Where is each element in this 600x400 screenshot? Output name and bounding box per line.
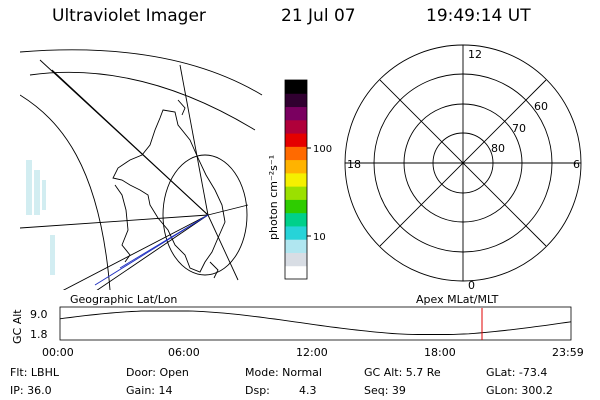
geo-lat-arc <box>20 94 111 290</box>
timeline-ylabel: GC Alt <box>11 309 24 344</box>
timeline-xtick: 06:00 <box>168 346 200 359</box>
timeline-xtick: 00:00 <box>42 346 74 359</box>
colorbar-stripe <box>285 239 307 253</box>
door-readout: Door: Open <box>126 366 189 379</box>
mlt-label-dusk: 18 <box>347 158 361 171</box>
colorbar-stripe <box>285 186 307 200</box>
geo-meridian <box>39 59 209 216</box>
geo-grid-arc-2 <box>29 71 256 131</box>
geo-lat-circle <box>162 154 248 276</box>
timeline-ytick: 1.8 <box>30 328 48 341</box>
uv-emission-pixels <box>26 160 55 275</box>
colorbar-stripe <box>285 172 307 187</box>
geo-grid-arc-outer <box>20 49 263 96</box>
timeline-ytick: 9.0 <box>30 308 48 321</box>
colorbar-stripe <box>285 133 307 147</box>
geo-meridian <box>20 214 209 229</box>
timeline-xtick: 18:00 <box>424 346 456 359</box>
observation-time: 19:49:14 UT <box>426 6 531 26</box>
colorbar-tick-label: 10 <box>313 232 326 243</box>
observation-date: 21 Jul 07 <box>281 6 356 26</box>
polar-meridian <box>379 79 547 247</box>
glon-readout: GLon: 300.2 <box>486 384 553 397</box>
coastline <box>112 109 226 273</box>
gain-readout: Gain: 14 <box>126 384 173 397</box>
dsp-label: Dsp: <box>245 384 270 397</box>
colorbar-unit-label: photon cm⁻²s⁻¹ <box>267 155 280 240</box>
instrument-title: Ultraviolet Imager <box>52 6 206 26</box>
ip-readout: IP: 36.0 <box>10 384 52 397</box>
seq-readout: Seq: 39 <box>364 384 406 397</box>
colorbar-stripe <box>285 225 307 240</box>
timeline-xtick: 12:00 <box>296 346 328 359</box>
geo-meridian <box>179 64 209 216</box>
colorbar-stripe <box>285 119 307 134</box>
colorbar-stripe <box>285 252 307 267</box>
colorbar-stripe <box>285 265 307 280</box>
mlt-label-noon: 12 <box>468 48 482 61</box>
coastline <box>114 184 131 263</box>
gc-alt-readout: GC Alt: 5.7 Re <box>364 366 441 379</box>
mlat-label-70: 70 <box>512 122 526 135</box>
colorbar-frame <box>284 79 308 280</box>
colorbar-stripe <box>285 199 307 214</box>
mlt-label-dawn: 6 <box>573 158 580 171</box>
glat-readout: GLat: -73.4 <box>486 366 548 379</box>
colorbar-tick-label: 100 <box>313 144 332 155</box>
coastline <box>209 261 219 279</box>
timeline-xtick: 23:59 <box>552 346 584 359</box>
colorbar-stripe <box>285 159 307 174</box>
dsp-value: 4.3 <box>299 384 317 397</box>
geo-meridian <box>207 214 239 281</box>
mlat-label-80: 80 <box>491 142 505 155</box>
altitude-curve <box>59 310 572 335</box>
mode-readout: Mode: Normal <box>245 366 322 379</box>
colorbar-stripe <box>285 93 307 108</box>
satellite-track <box>119 214 209 269</box>
coastline <box>177 99 186 116</box>
polar-map-label: Apex MLat/MLT <box>416 293 499 306</box>
colorbar-stripe <box>285 146 307 161</box>
geo-meridian <box>207 204 249 216</box>
timeline-frame <box>59 306 572 341</box>
mlat-label-60: 60 <box>534 100 548 113</box>
colorbar-stripe <box>285 106 307 121</box>
colorbar-stripe <box>285 80 307 94</box>
mlt-label-midnight: 0 <box>468 279 475 292</box>
filter-readout: Flt: LBHL <box>10 366 59 379</box>
colorbar-stripe <box>285 212 307 227</box>
geo-map-label: Geographic Lat/Lon <box>70 293 178 306</box>
geo-meridian <box>62 214 209 290</box>
